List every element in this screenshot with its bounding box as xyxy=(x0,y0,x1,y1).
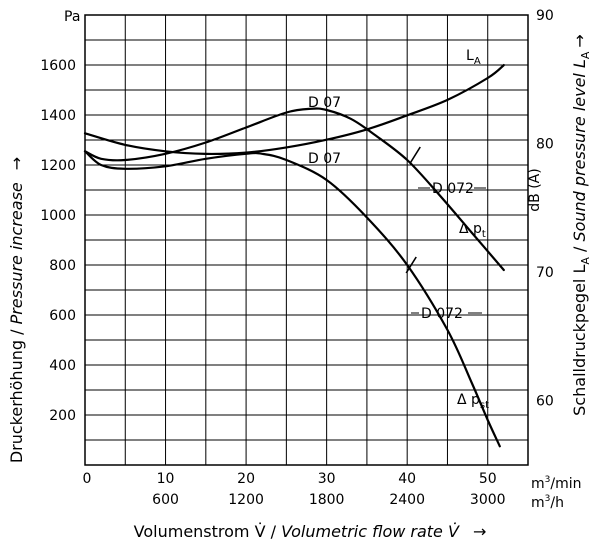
y-tick-label: 1600 xyxy=(40,58,76,74)
y2-axis-title: Schalldruckpegel LA / Sound pressure lev… xyxy=(570,34,592,416)
pressure-unit-label: Pa xyxy=(64,9,80,25)
y-tick-label: 1400 xyxy=(40,108,76,124)
y-axis-title: Druckerhöhung / Pressure increase→ xyxy=(7,157,26,463)
la-series-label: LA xyxy=(466,48,481,67)
y-tick-label: 600 xyxy=(49,308,76,324)
x-tick-label: 20 xyxy=(237,471,255,487)
pt-series-label: Δ pt xyxy=(459,221,486,240)
x-tick-label: 10 xyxy=(157,471,175,487)
y2-tick-label: 90 xyxy=(536,8,554,24)
d07-upper-label: D 07 xyxy=(308,95,341,111)
spl-unit-label: dB (A) xyxy=(527,168,543,211)
series-line-la xyxy=(83,63,505,156)
d07-lower-label: D 07 xyxy=(308,151,341,167)
pst-series-label: Δ pst xyxy=(457,392,489,411)
x-secondary-tick-label: 2400 xyxy=(389,492,425,508)
y-tick-label: 200 xyxy=(49,408,76,424)
y2-tick-label: 70 xyxy=(536,265,554,281)
x-unit-primary: m3/min xyxy=(531,475,582,492)
series-line-pst xyxy=(83,150,501,448)
curves xyxy=(83,63,505,448)
plot-frame xyxy=(84,14,529,466)
tick-labels: 200 400 600 800 1000 1200 1400 1600 60 70 80 90 0 10 2… xyxy=(40,8,553,508)
x-secondary-tick-label: 1800 xyxy=(309,492,345,508)
x-secondary-tick-label: 3000 xyxy=(470,492,506,508)
x-tick-label: 30 xyxy=(318,471,336,487)
d072-upper-label: D 072 xyxy=(432,181,474,197)
y-tick-label: 1200 xyxy=(40,158,76,174)
grid xyxy=(85,15,528,465)
x-tick-label: 40 xyxy=(398,471,416,487)
x-secondary-tick-label: 1200 xyxy=(228,492,264,508)
rating-point-marker xyxy=(409,146,421,164)
series-line-pt xyxy=(83,107,505,272)
y-tick-label: 1000 xyxy=(40,208,76,224)
x-tick-label: 0 xyxy=(83,471,92,487)
y2-tick-label: 60 xyxy=(536,394,554,410)
y-tick-label: 800 xyxy=(49,258,76,274)
x-axis-title: Volumenstrom V̇ / Volumetric flow rate V… xyxy=(134,522,487,541)
rating-point-marker xyxy=(405,256,417,274)
d072-lower-label: D 072 xyxy=(421,306,463,322)
y-tick-label: 400 xyxy=(49,358,76,374)
x-unit-secondary: m3/h xyxy=(531,494,564,511)
x-secondary-tick-label: 600 xyxy=(152,492,179,508)
y2-tick-label: 80 xyxy=(536,137,554,153)
x-tick-label: 50 xyxy=(479,471,497,487)
